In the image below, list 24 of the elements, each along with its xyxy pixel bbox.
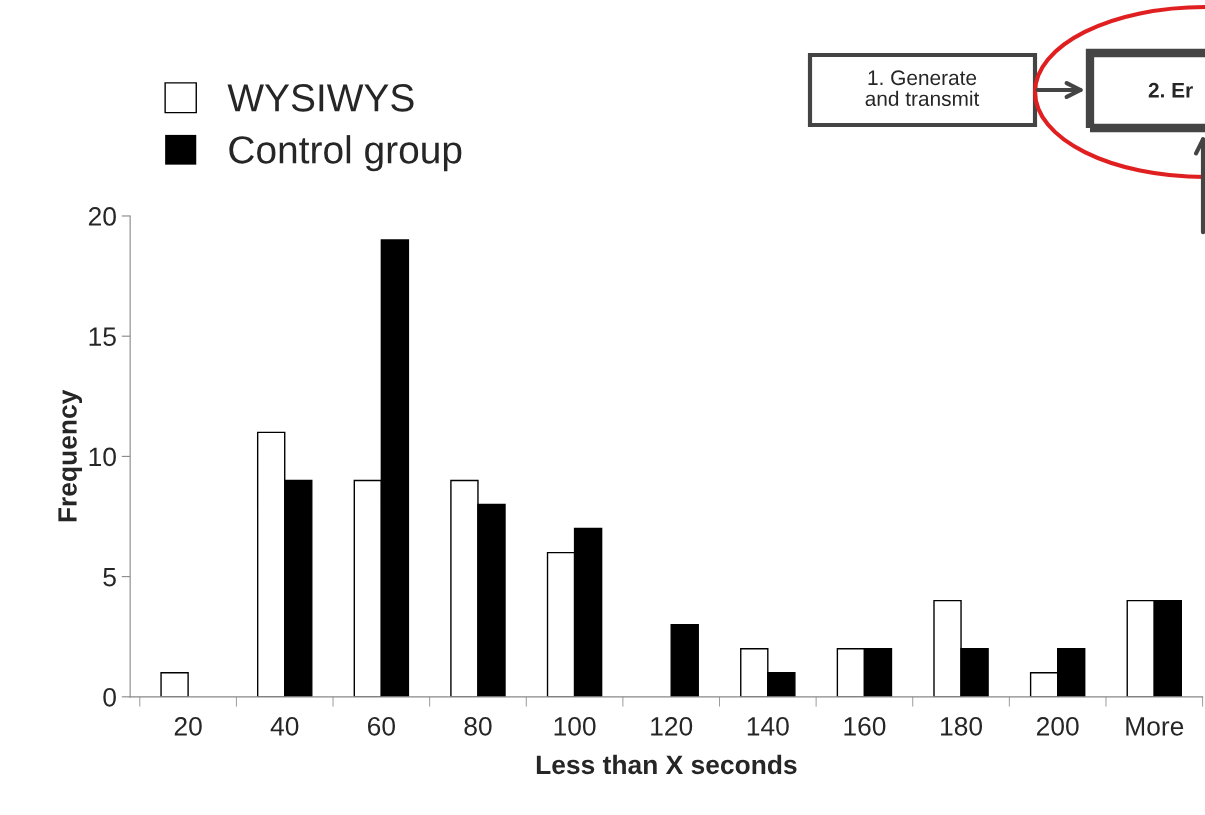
x-tick-label: 120 bbox=[651, 716, 693, 736]
legend-label: WYSIWYS bbox=[227, 84, 414, 112]
y-tick-label: 5 bbox=[103, 568, 116, 587]
x-tick-label: More bbox=[1126, 717, 1184, 736]
y-tick-label: 0 bbox=[103, 687, 116, 707]
x-tick-label: 20 bbox=[174, 716, 202, 736]
x-tick-label: 40 bbox=[270, 716, 299, 736]
legend-label: Control group bbox=[229, 135, 462, 172]
y-tick-label: 15 bbox=[89, 327, 116, 347]
y-tick-label: 20 bbox=[88, 207, 116, 226]
y-axis-title: Frequency bbox=[58, 389, 83, 522]
x-tick-label: 60 bbox=[368, 716, 395, 736]
x-tick-label: 200 bbox=[1036, 716, 1079, 736]
y-tick-label: 10 bbox=[89, 447, 116, 467]
x-axis-title: Less than X seconds bbox=[536, 754, 797, 775]
x-tick-label: 100 bbox=[554, 716, 596, 736]
x-tick-label: 140 bbox=[747, 716, 789, 736]
text: 2. Er bbox=[1148, 82, 1193, 98]
x-tick-label: 180 bbox=[941, 716, 983, 736]
text: 1. Generate and transmit bbox=[865, 70, 980, 107]
bar bbox=[160, 672, 189, 697]
bar bbox=[670, 624, 699, 697]
x-tick-label: 160 bbox=[844, 716, 886, 736]
x-tick-label: 80 bbox=[464, 716, 492, 736]
